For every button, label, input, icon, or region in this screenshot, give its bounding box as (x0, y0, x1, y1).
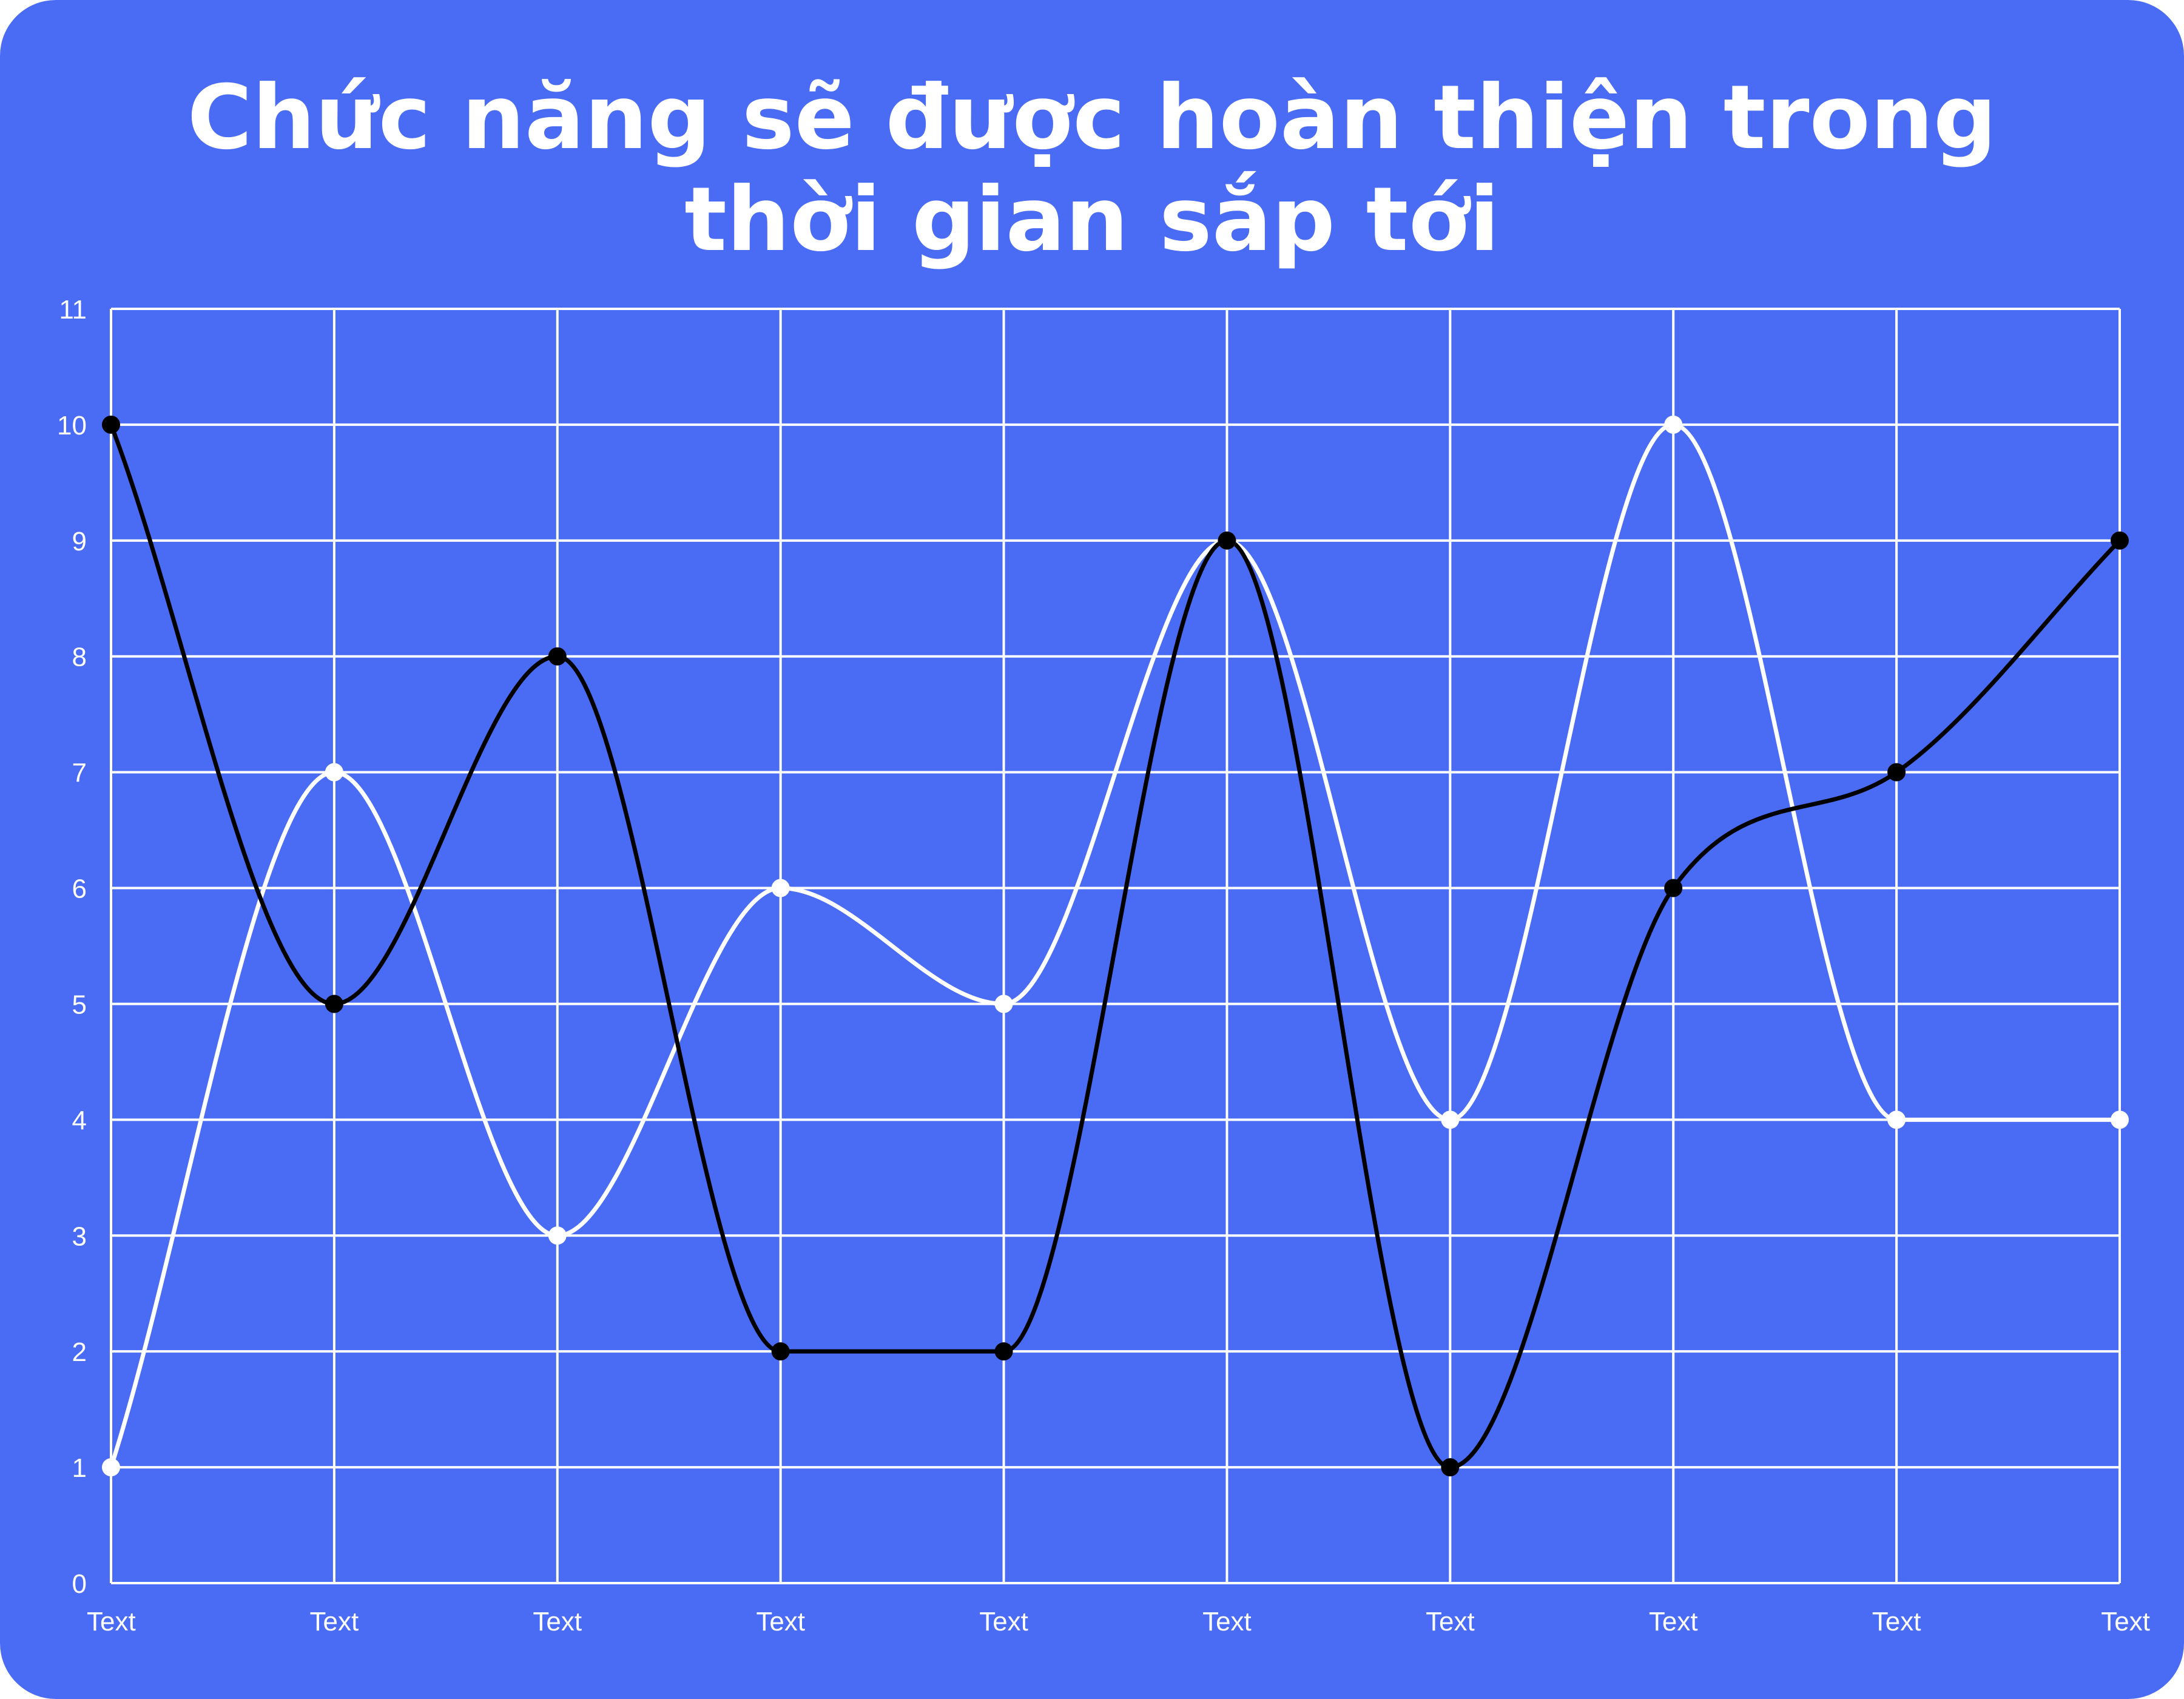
chart-title-line-1: Chức năng sẽ được hoàn thiện trong (187, 66, 1997, 169)
data-point-series-2 (994, 1342, 1013, 1361)
data-point-series-1 (2111, 1110, 2129, 1129)
x-tick-label: Text (1649, 1607, 1698, 1637)
y-tick-label: 2 (72, 1337, 87, 1367)
data-point-series-1 (771, 879, 790, 897)
y-axis-tick-labels: 0 1 2 3 4 5 6 7 8 9 10 11 (57, 295, 87, 1599)
data-point-series-1 (325, 763, 343, 782)
data-point-series-2 (1218, 531, 1236, 550)
data-point-series-2 (325, 995, 343, 1013)
series-points (102, 415, 2129, 1477)
data-point-series-2 (548, 647, 567, 666)
y-tick-label: 11 (59, 295, 87, 325)
x-tick-label: Text (533, 1607, 582, 1637)
x-tick-label: Text (2101, 1607, 2150, 1637)
y-tick-label: 0 (72, 1569, 87, 1599)
data-point-series-2 (2111, 531, 2129, 550)
chart-title: Chức năng sẽ được hoàn thiện trong thời … (0, 67, 2184, 271)
data-point-series-2 (1887, 763, 1906, 782)
x-tick-label: Text (1872, 1607, 1921, 1637)
y-tick-label: 4 (72, 1106, 87, 1135)
data-point-series-2 (102, 415, 120, 434)
chart-title-line-2: thời gian sắp tới (684, 168, 1500, 271)
data-point-series-1 (1887, 1110, 1906, 1129)
x-tick-label: Text (1202, 1607, 1252, 1637)
x-tick-label: Text (979, 1607, 1028, 1637)
x-tick-label: Text (1426, 1607, 1475, 1637)
y-tick-label: 9 (72, 527, 87, 556)
data-point-series-1 (994, 995, 1013, 1013)
y-tick-label: 10 (57, 411, 87, 441)
y-tick-label: 7 (72, 758, 87, 788)
y-tick-label: 6 (72, 874, 87, 904)
data-point-series-2 (1664, 879, 1683, 897)
series-line-2 (109, 424, 2122, 1470)
y-tick-label: 3 (72, 1221, 87, 1251)
data-point-series-2 (1441, 1458, 1460, 1477)
y-tick-label: 1 (72, 1453, 87, 1483)
x-tick-label: Text (87, 1607, 136, 1637)
x-tick-label: Text (756, 1607, 805, 1637)
series-lines (109, 422, 2122, 1470)
y-tick-label: 5 (72, 990, 87, 1019)
x-axis-tick-labels: Text Text Text Text Text Text Text Text Text Text (87, 1607, 2150, 1637)
data-point-series-1 (548, 1226, 567, 1245)
data-point-series-1 (1441, 1110, 1460, 1129)
data-point-series-1 (1664, 415, 1683, 434)
series-line-1 (109, 422, 2120, 1468)
y-tick-label: 8 (72, 643, 87, 672)
data-point-series-1 (102, 1458, 120, 1477)
data-point-series-2 (771, 1342, 790, 1361)
x-tick-label: Text (310, 1607, 359, 1637)
